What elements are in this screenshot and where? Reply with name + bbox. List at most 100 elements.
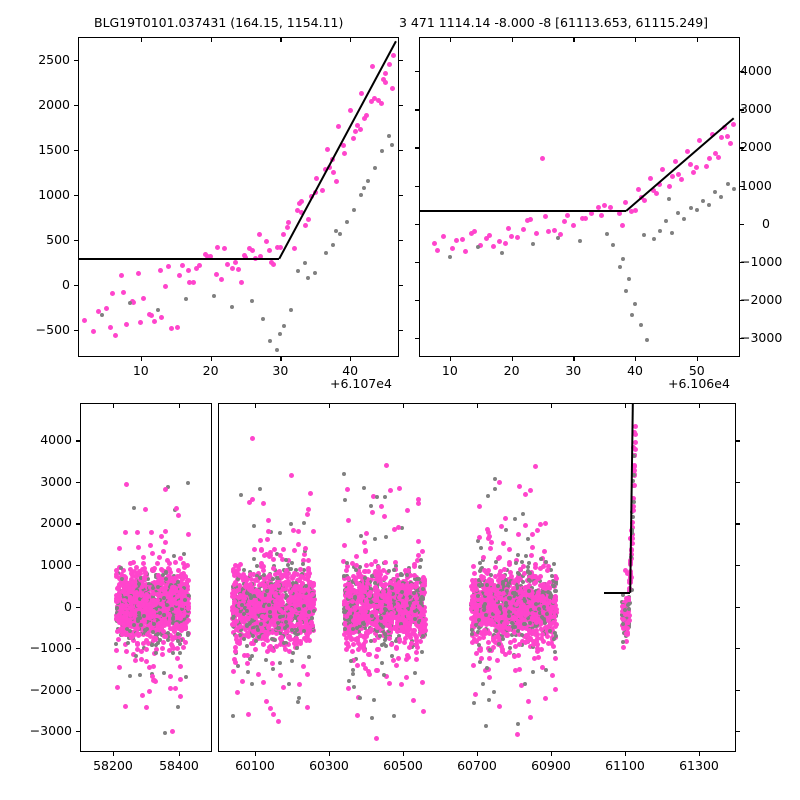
data-point xyxy=(386,134,391,139)
axis-tick-mark xyxy=(415,261,420,263)
data-point xyxy=(136,606,142,612)
data-point xyxy=(90,329,96,335)
data-point xyxy=(645,337,650,342)
data-point xyxy=(555,236,560,241)
data-point xyxy=(121,597,127,603)
data-point xyxy=(157,611,162,616)
data-point xyxy=(154,646,160,652)
axis-tick-mark xyxy=(635,356,637,361)
data-point xyxy=(287,589,293,595)
data-point xyxy=(258,253,264,259)
data-point xyxy=(182,587,188,593)
data-point xyxy=(638,194,644,200)
data-point xyxy=(281,546,287,552)
data-point xyxy=(411,697,417,703)
data-point xyxy=(116,576,122,582)
data-point xyxy=(119,603,125,609)
data-point xyxy=(246,587,252,593)
data-point xyxy=(135,571,141,577)
data-point xyxy=(178,555,184,561)
data-point xyxy=(371,697,376,702)
data-point xyxy=(166,560,172,566)
data-point xyxy=(372,165,377,170)
data-point xyxy=(107,324,113,330)
data-point xyxy=(642,233,647,238)
data-point xyxy=(239,632,245,638)
data-point xyxy=(148,606,154,612)
data-point xyxy=(122,583,128,589)
data-point xyxy=(122,642,128,648)
data-point xyxy=(295,528,301,534)
data-point xyxy=(250,572,256,578)
data-point xyxy=(255,672,261,678)
data-point xyxy=(158,533,164,539)
data-point xyxy=(160,548,166,554)
data-point xyxy=(358,533,363,538)
data-point xyxy=(185,633,190,638)
data-point xyxy=(219,276,225,282)
data-point xyxy=(623,289,628,294)
data-point xyxy=(155,614,161,620)
data-point xyxy=(138,570,144,576)
data-point xyxy=(177,605,183,611)
data-point xyxy=(379,660,384,665)
data-point xyxy=(124,616,130,622)
axis-tick-label: 0 xyxy=(62,276,70,292)
data-point xyxy=(344,647,350,653)
data-point xyxy=(130,573,136,579)
data-point xyxy=(239,678,245,684)
data-point xyxy=(334,228,339,233)
data-point xyxy=(396,524,402,530)
data-point xyxy=(675,172,681,178)
data-point xyxy=(274,552,279,557)
axis-tick-mark xyxy=(74,59,79,61)
data-point xyxy=(163,592,169,598)
data-point xyxy=(416,496,422,502)
data-point xyxy=(114,605,119,610)
data-point xyxy=(288,522,293,527)
data-point xyxy=(126,590,132,596)
axis-tick-mark xyxy=(280,356,282,361)
top-left-panel-title: BLG19T0101.037431 (164.15, 1154.11) xyxy=(94,15,344,30)
data-point xyxy=(166,596,172,602)
data-point xyxy=(306,558,312,564)
data-point xyxy=(156,577,162,583)
data-point xyxy=(382,559,388,565)
axis-tick-label: 50 xyxy=(688,363,705,378)
data-point xyxy=(666,183,672,189)
data-point xyxy=(150,671,155,676)
data-point xyxy=(283,605,289,611)
data-point xyxy=(712,150,718,156)
data-point xyxy=(165,557,171,563)
data-point xyxy=(266,517,272,523)
data-point xyxy=(379,101,385,107)
data-point xyxy=(617,211,623,217)
data-point xyxy=(296,700,301,705)
axis-tick-label: 40 xyxy=(627,363,643,378)
axis-tick-label: 1000 xyxy=(740,177,772,193)
data-point xyxy=(245,608,250,613)
data-point xyxy=(139,628,145,633)
data-point xyxy=(355,663,361,669)
data-point xyxy=(607,204,613,210)
data-point xyxy=(523,554,528,559)
data-point xyxy=(149,567,155,573)
data-point xyxy=(342,472,347,477)
data-point xyxy=(175,567,181,573)
data-point xyxy=(345,517,351,523)
data-point xyxy=(381,641,386,646)
data-point xyxy=(172,585,178,591)
axis-tick-mark xyxy=(415,299,420,302)
data-point xyxy=(176,705,181,710)
data-point xyxy=(368,600,373,605)
data-point xyxy=(350,648,356,654)
data-point xyxy=(418,639,424,645)
data-point xyxy=(118,571,124,577)
axis-tick-label: 500 xyxy=(46,231,70,247)
data-point xyxy=(141,555,147,561)
data-point xyxy=(146,577,151,582)
data-point xyxy=(230,266,236,272)
data-point xyxy=(311,582,317,588)
data-point xyxy=(167,625,173,631)
